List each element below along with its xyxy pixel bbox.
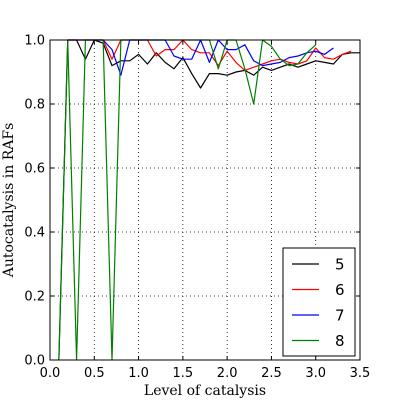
x-tick-label-6: 3.0 [305, 366, 326, 381]
plot-frame [49, 39, 361, 361]
y-tick-label-0: 0.0 [24, 354, 45, 369]
legend: 5 6 7 8 [282, 247, 356, 357]
x-tick-label-2: 1.0 [128, 366, 149, 381]
x-tick-label-1: 0.5 [84, 366, 105, 381]
series-line-6 [67, 39, 352, 72]
x-tick-label-3: 1.5 [173, 366, 194, 381]
x-tick-label-5: 2.5 [261, 366, 282, 381]
series-line-7 [67, 39, 334, 76]
legend-label-5: 5 [335, 256, 345, 274]
y-axis-label: Autocatalysis in RAFs [1, 123, 17, 279]
series-line-8 [58, 39, 317, 361]
y-tick-label-4: 0.8 [24, 98, 45, 113]
x-axis-label: Level of catalysis [144, 383, 266, 399]
x-tick-label-0: 0.0 [40, 366, 61, 381]
y-tick-label-5: 1.0 [24, 34, 45, 49]
y-tick-label-3: 0.6 [24, 162, 45, 177]
legend-box [282, 247, 356, 357]
series-line-5 [58, 39, 360, 361]
axis-ticks: 0.0 0.5 1.0 1.5 2.0 2.5 3.0 3.5 0.0 0.2 0.4 0.6 0.8 1… [24, 34, 370, 382]
legend-label-8: 8 [335, 332, 345, 350]
y-tick-label-2: 0.4 [24, 226, 45, 241]
legend-label-6: 6 [335, 281, 345, 299]
y-tick-label-1: 0.2 [24, 290, 45, 305]
x-tick-label-4: 2.0 [217, 366, 238, 381]
x-tick-label-7: 3.5 [350, 366, 371, 381]
legend-label-7: 7 [335, 307, 345, 325]
